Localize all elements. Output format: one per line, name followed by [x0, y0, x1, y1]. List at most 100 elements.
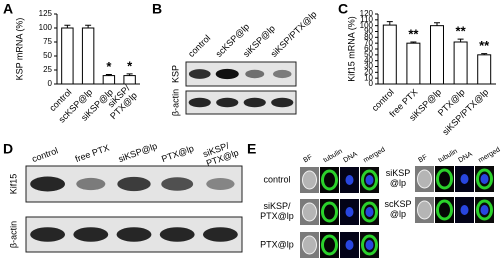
row-label: β-actin [170, 89, 180, 116]
tubulin-stain [436, 168, 453, 190]
y-tick-label: 0 [369, 79, 374, 88]
bar [81, 27, 95, 85]
row-label: Kif15 [8, 174, 18, 195]
blot-band [161, 177, 194, 191]
dna-stain [480, 174, 489, 184]
tubulin-stain [321, 234, 338, 256]
blot-band [159, 227, 195, 242]
panel-letter: D [3, 141, 13, 157]
y-tick-label: 50 [43, 51, 52, 60]
cell-outline [417, 169, 432, 189]
blot-band [202, 227, 238, 242]
y-tick-label: 30 [364, 62, 373, 71]
cell-outline [302, 170, 317, 190]
significance: * [106, 59, 112, 74]
column-header: tubulin [322, 148, 343, 164]
blot-band [73, 227, 109, 242]
dna-stain [345, 207, 354, 217]
bar [123, 75, 136, 85]
bar [102, 75, 116, 85]
y-tick-label: 0 [48, 79, 53, 88]
blot-band [30, 227, 66, 242]
y-tick-label: 80 [364, 32, 373, 41]
column-header: merged [477, 146, 501, 164]
row-label: PTX@lp [260, 239, 294, 249]
column-header: DNA [457, 151, 474, 165]
blot-band [206, 178, 235, 190]
lane-label: PTX@lp [160, 143, 195, 164]
column-header: DNA [342, 151, 359, 165]
column-header: merged [362, 146, 386, 164]
lane-label: control [31, 145, 60, 164]
y-tick-label: 25 [43, 65, 52, 74]
blot-band [188, 69, 211, 79]
tubulin-stain [361, 234, 378, 256]
error-bar [64, 24, 71, 28]
error-bar [481, 53, 488, 55]
error-bar [386, 21, 393, 26]
blot-band [243, 97, 266, 108]
dna-stain [345, 240, 354, 250]
y-tick-label: 40 [364, 56, 373, 65]
bar [382, 24, 397, 85]
lane-label: siKSP/PTX@lp [269, 9, 319, 59]
tubulin-stain [436, 199, 453, 221]
bar [430, 25, 444, 85]
error-bar [105, 73, 112, 76]
significance: * [127, 58, 133, 73]
y-tick-label: 20 [364, 67, 373, 76]
column-header: BF [302, 154, 313, 165]
error-bar [434, 22, 440, 26]
y-tick-label: 70 [364, 38, 373, 47]
y-tick-label: 90 [364, 27, 373, 36]
blot-band [216, 97, 239, 108]
dna-stain [480, 205, 489, 215]
y-tick-label: 110 [360, 15, 373, 24]
lane-label: free PTX [74, 143, 111, 165]
bar [61, 27, 74, 85]
y-tick-label: 100 [360, 21, 374, 30]
blot-band [271, 97, 294, 108]
blot-band [117, 176, 151, 192]
y-tick-label: 50 [364, 50, 373, 59]
panel-letter: A [3, 1, 13, 17]
column-header: tubulin [437, 148, 458, 164]
row-label: KSP [170, 65, 180, 83]
y-tick-label: 120 [360, 9, 374, 18]
y-tick-label: 100 [39, 23, 53, 32]
row-label: scKSP @lp [384, 199, 411, 219]
y-tick-label: 10 [364, 73, 373, 82]
bar [477, 54, 492, 85]
blot-band [30, 176, 66, 192]
cell-outline [417, 200, 432, 220]
tubulin-stain [321, 201, 338, 223]
tubulin-stain [476, 168, 493, 190]
blot-band [188, 97, 211, 108]
blot-band [215, 68, 239, 80]
cell-outline [302, 202, 317, 222]
column-header: BF [417, 154, 428, 165]
y-axis-label: KSP mRNA (%) [14, 18, 24, 81]
dna-stain [345, 175, 354, 185]
dna-stain [460, 205, 469, 215]
dna-stain [365, 240, 374, 250]
y-tick-label: 125 [39, 9, 53, 18]
bar [453, 41, 468, 85]
tubulin-stain [361, 169, 378, 191]
significance: ** [408, 26, 419, 41]
lane-label: control [186, 33, 212, 59]
tubulin-stain [361, 201, 378, 223]
dna-stain [460, 174, 469, 184]
bar [406, 42, 421, 85]
row-label: β-actin [8, 221, 18, 248]
y-tick-label: 60 [364, 44, 373, 53]
error-bar [457, 38, 464, 42]
significance: ** [479, 38, 490, 53]
lane-label: siKSP/PTX@lp [202, 139, 240, 169]
dna-stain [365, 175, 374, 185]
error-bar [410, 41, 417, 44]
blot-band [116, 227, 152, 242]
lane-label: siKSP@lp [117, 141, 159, 164]
error-bar [85, 24, 92, 28]
